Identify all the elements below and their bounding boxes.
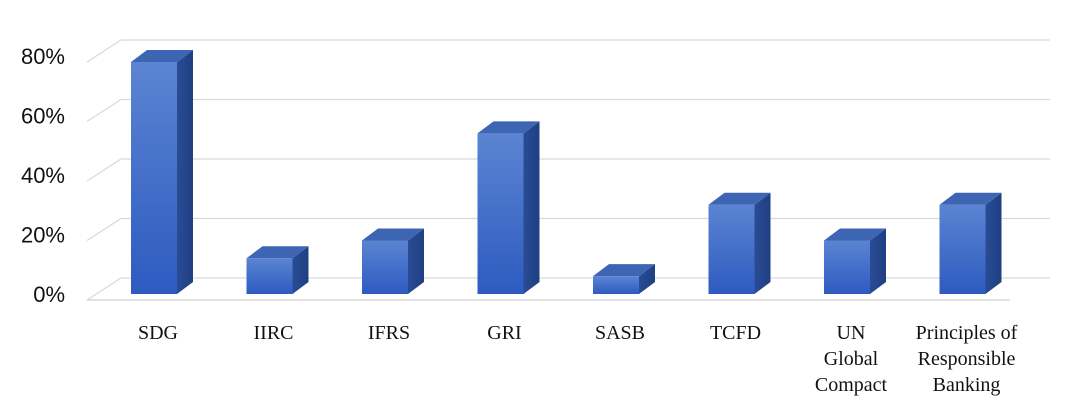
x-tick-label: Principles of Responsible Banking bbox=[916, 322, 1018, 396]
gridline-diagonal bbox=[86, 217, 122, 242]
bar-front bbox=[246, 258, 293, 294]
gridline-diagonal bbox=[86, 158, 122, 182]
bar-front bbox=[131, 61, 177, 295]
y-tick-label: 0% bbox=[33, 282, 65, 307]
bar-front bbox=[593, 276, 639, 294]
bar-side bbox=[523, 121, 540, 294]
x-tick-label: UN Global Compact bbox=[815, 322, 888, 396]
bar-side bbox=[639, 264, 655, 294]
x-axis: SDG IIRC IFRS GRI SASB TCFD UN Global Compact Pri… bbox=[138, 322, 1018, 396]
bar-8 bbox=[939, 192, 1002, 294]
bar-side bbox=[870, 228, 886, 294]
bar-2 bbox=[246, 246, 309, 294]
bar-top bbox=[939, 192, 1002, 205]
bar-top bbox=[362, 228, 424, 241]
y-tick-label: 40% bbox=[21, 163, 65, 188]
x-tick-label: SASB bbox=[595, 322, 645, 344]
bar-1 bbox=[131, 49, 193, 295]
x-tick-label: GRI bbox=[487, 322, 521, 344]
y-tick-label: 80% bbox=[21, 44, 65, 69]
x-tick-label: IFRS bbox=[368, 322, 410, 344]
bar-top bbox=[708, 192, 771, 205]
bar-top bbox=[246, 246, 309, 259]
bar-6 bbox=[708, 192, 771, 294]
bar-side bbox=[408, 228, 424, 294]
bar-front bbox=[708, 204, 755, 294]
bar-7 bbox=[824, 228, 886, 294]
gridlines bbox=[86, 39, 1050, 301]
bar-front bbox=[824, 240, 870, 294]
bar-top bbox=[131, 49, 193, 62]
bar-side bbox=[292, 246, 309, 294]
y-axis: 0% 20% 40% 60% 80% bbox=[21, 44, 65, 307]
bar-4 bbox=[477, 121, 540, 294]
bar-3 bbox=[362, 228, 424, 294]
bar-5 bbox=[593, 264, 655, 294]
bar-top bbox=[824, 228, 886, 241]
gridline-diagonal bbox=[86, 277, 122, 301]
bar-front bbox=[477, 133, 524, 294]
gridline-diagonal bbox=[86, 39, 122, 63]
bar-top bbox=[593, 264, 655, 277]
bar-top bbox=[477, 121, 540, 134]
y-tick-label: 20% bbox=[21, 223, 65, 248]
x-tick-label: IIRC bbox=[254, 322, 294, 344]
x-tick-label: TCFD bbox=[710, 322, 761, 344]
bar-side bbox=[177, 49, 193, 295]
bar-side bbox=[754, 192, 771, 294]
x-tick-label: SDG bbox=[138, 322, 178, 344]
bar-front bbox=[362, 240, 408, 294]
bar-side bbox=[985, 192, 1002, 294]
y-tick-label: 60% bbox=[21, 104, 65, 129]
bars bbox=[131, 49, 1002, 295]
bar-front bbox=[939, 204, 986, 294]
gridline-diagonal bbox=[86, 98, 122, 123]
